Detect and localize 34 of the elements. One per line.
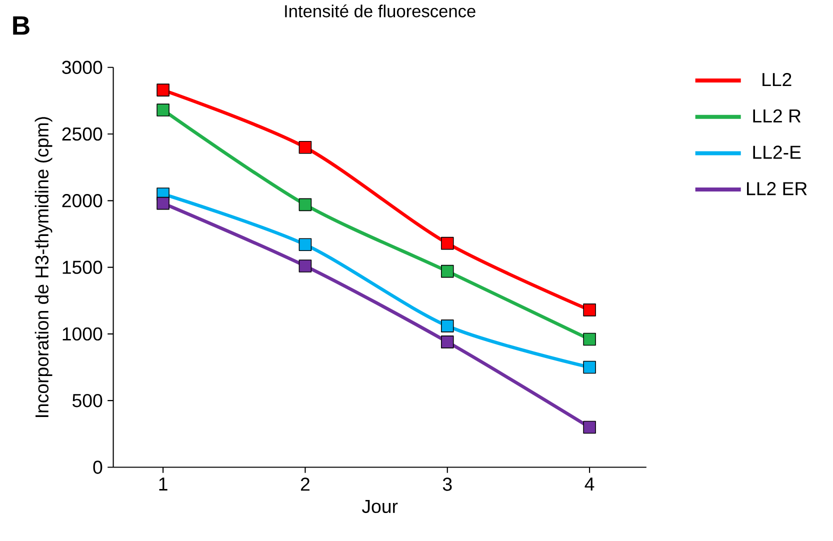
y-tick-label: 2500 <box>62 128 102 141</box>
legend-label: LL2 ER <box>747 182 807 196</box>
x-axis-title: Jour <box>362 500 398 514</box>
y-tick-label: 500 <box>72 394 102 408</box>
point <box>583 361 596 374</box>
point <box>156 197 170 210</box>
point <box>440 320 454 333</box>
y-tick-label: 1500 <box>62 260 102 274</box>
point <box>298 260 312 273</box>
legend-label: LL2-E <box>753 146 801 159</box>
x-tick-label: 3 <box>442 478 452 492</box>
point <box>156 104 170 117</box>
legend-label: LL2 R <box>753 110 801 123</box>
x-tick-label: 1 <box>159 478 168 491</box>
x-tick-label: 4 <box>584 478 594 491</box>
point <box>440 237 454 250</box>
point <box>298 238 312 252</box>
x-tick-label: 2 <box>300 478 310 491</box>
y-tick-label: 3000 <box>62 61 102 74</box>
point <box>440 336 454 349</box>
y-axis-title: Incorporation de H3-thymidine (cpm) <box>34 117 52 418</box>
y-tick-label: 1000 <box>62 328 102 341</box>
chart-title: Intensité de fluorescence <box>285 4 476 18</box>
point <box>583 421 596 434</box>
point <box>583 333 596 346</box>
legend-label: LL2 <box>762 73 792 86</box>
point <box>440 265 454 278</box>
y-tick-label: 2000 <box>62 194 102 208</box>
point <box>298 198 312 212</box>
y-tick-label: 0 <box>93 460 102 474</box>
text: B <box>13 16 30 35</box>
point <box>298 141 312 154</box>
point <box>583 304 596 317</box>
point <box>156 84 170 97</box>
